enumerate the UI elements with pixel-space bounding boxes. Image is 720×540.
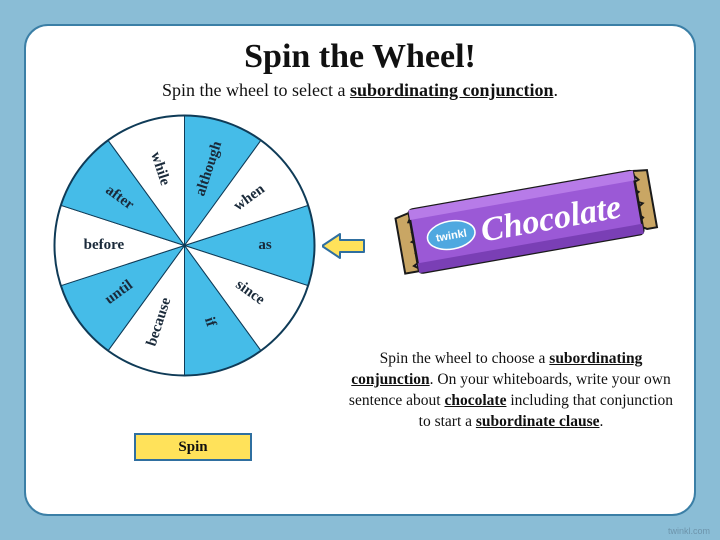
content-area: assinceifbecauseuntilbeforeafterwhilealt… bbox=[46, 101, 674, 501]
wheel-svg: assinceifbecauseuntilbeforeafterwhilealt… bbox=[52, 113, 317, 378]
instructions-text: Spin the wheel to choose a subordinating… bbox=[346, 349, 676, 433]
watermark: twinkl.com bbox=[668, 526, 710, 536]
chocolate-image: twinkl Chocolate bbox=[386, 161, 676, 281]
card: Spin the Wheel! Spin the wheel to select… bbox=[24, 24, 696, 516]
subtitle-prefix: Spin the wheel to select a bbox=[162, 80, 350, 100]
page-title: Spin the Wheel! bbox=[46, 38, 674, 76]
instructions-term-2: chocolate bbox=[444, 392, 506, 409]
subtitle-emphasis: subordinating conjunction bbox=[350, 80, 554, 100]
wheel-segment-label: before bbox=[84, 237, 125, 253]
instructions-term-3: subordinate clause bbox=[476, 413, 600, 430]
wheel-segment-label: as bbox=[258, 237, 272, 253]
spinner-wheel[interactable]: assinceifbecauseuntilbeforeafterwhilealt… bbox=[52, 113, 317, 378]
spin-button-label: Spin bbox=[178, 439, 207, 455]
subtitle-suffix: . bbox=[554, 80, 559, 100]
wheel-pointer-icon bbox=[322, 231, 366, 261]
subtitle: Spin the wheel to select a subordinating… bbox=[46, 80, 674, 101]
spin-button[interactable]: Spin bbox=[134, 433, 252, 461]
